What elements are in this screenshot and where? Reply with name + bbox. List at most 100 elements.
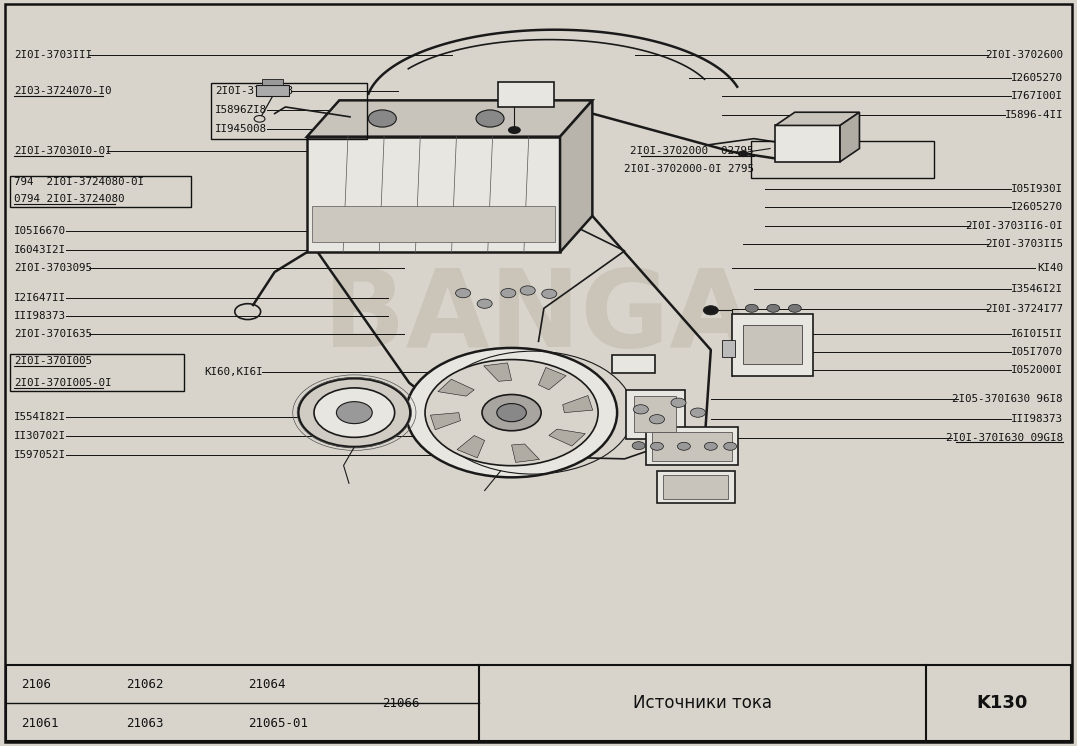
Circle shape: [298, 378, 410, 447]
Text: I6043I2I: I6043I2I: [14, 245, 66, 254]
Circle shape: [767, 304, 780, 313]
Polygon shape: [307, 101, 592, 137]
Text: I5896-4II: I5896-4II: [1005, 110, 1063, 120]
Text: I6I0I5II: I6I0I5II: [1011, 329, 1063, 339]
Text: 2I0I-3702000  02795: 2I0I-3702000 02795: [630, 146, 754, 156]
Bar: [732, 313, 813, 376]
Text: 21066: 21066: [382, 697, 420, 709]
Bar: [312, 206, 555, 242]
Text: 21065-01: 21065-01: [248, 717, 308, 730]
Circle shape: [632, 442, 645, 450]
Text: II945008: II945008: [215, 124, 267, 134]
Text: I05I7070: I05I7070: [1011, 347, 1063, 357]
Circle shape: [654, 442, 667, 450]
Text: 21064: 21064: [248, 677, 285, 691]
Circle shape: [671, 398, 686, 407]
Circle shape: [425, 360, 598, 466]
Bar: [634, 396, 676, 433]
Bar: [256, 85, 289, 95]
Text: I05I6670: I05I6670: [14, 226, 66, 236]
Circle shape: [501, 289, 516, 298]
Circle shape: [508, 126, 521, 134]
Bar: [663, 475, 728, 499]
Circle shape: [406, 348, 617, 477]
Polygon shape: [549, 429, 585, 446]
Text: 2I0I-370I005-0I: 2I0I-370I005-0I: [14, 378, 112, 388]
Circle shape: [520, 286, 535, 295]
Bar: [626, 389, 685, 439]
Circle shape: [690, 408, 705, 417]
Circle shape: [542, 289, 557, 298]
Text: 2I0I-3702000-0I 2795: 2I0I-3702000-0I 2795: [624, 164, 754, 174]
Text: I05I930I: I05I930I: [1011, 184, 1063, 194]
Circle shape: [314, 388, 394, 437]
Bar: [646, 427, 738, 466]
Text: I2605270: I2605270: [1011, 202, 1063, 213]
Circle shape: [704, 442, 717, 451]
Bar: [722, 340, 735, 357]
Circle shape: [633, 405, 648, 414]
Text: 2I0I-3702600: 2I0I-3702600: [985, 51, 1063, 60]
Circle shape: [336, 401, 373, 424]
Text: I052000I: I052000I: [1011, 365, 1063, 374]
Bar: [211, 83, 367, 139]
Bar: [751, 141, 934, 178]
Bar: [307, 137, 560, 252]
Circle shape: [368, 110, 396, 127]
Text: KI40: KI40: [1037, 263, 1063, 273]
Circle shape: [496, 404, 527, 421]
Polygon shape: [562, 395, 592, 413]
Circle shape: [738, 151, 749, 157]
Text: 21061: 21061: [22, 717, 59, 730]
Circle shape: [724, 442, 737, 451]
Circle shape: [651, 442, 663, 451]
Circle shape: [477, 299, 492, 308]
Text: 2I0I-3703III: 2I0I-3703III: [14, 51, 92, 60]
Text: 2I0I-370I005: 2I0I-370I005: [14, 356, 92, 366]
Bar: [612, 354, 655, 373]
Text: KI60,KI6I: KI60,KI6I: [205, 367, 263, 377]
Text: 2I0I-3703095: 2I0I-3703095: [14, 263, 92, 273]
Text: 21062: 21062: [126, 677, 164, 691]
Text: III98373: III98373: [1011, 413, 1063, 424]
Text: I5896ZI8: I5896ZI8: [215, 105, 267, 115]
Circle shape: [788, 304, 801, 313]
Bar: [10, 354, 184, 391]
Text: 2I0I-3703II5: 2I0I-3703II5: [985, 239, 1063, 249]
Text: III98373: III98373: [14, 311, 66, 322]
Polygon shape: [457, 436, 485, 458]
Polygon shape: [431, 413, 461, 430]
Text: 2I0I-370I635: 2I0I-370I635: [14, 329, 92, 339]
Circle shape: [703, 306, 718, 315]
Bar: [6, 665, 1071, 741]
Circle shape: [745, 304, 758, 313]
Text: I597052I: I597052I: [14, 450, 66, 460]
Text: I2I647II: I2I647II: [14, 292, 66, 303]
Text: 2I03-3724070-I0: 2I03-3724070-I0: [14, 86, 112, 96]
Bar: [10, 175, 191, 207]
Text: 2I0I-370I630 09GI8: 2I0I-370I630 09GI8: [946, 433, 1063, 442]
Text: 2106: 2106: [22, 677, 52, 691]
Polygon shape: [512, 444, 540, 463]
Bar: [775, 125, 840, 162]
Text: I554I82I: I554I82I: [14, 413, 66, 422]
Text: 794  2I0I-3724080-0I: 794 2I0I-3724080-0I: [14, 177, 144, 186]
Text: II30702I: II30702I: [14, 431, 66, 442]
Text: 0794 2I0I-3724080: 0794 2I0I-3724080: [14, 195, 125, 204]
Circle shape: [649, 415, 665, 424]
Text: I767I00I: I767I00I: [1011, 92, 1063, 101]
Bar: [657, 471, 735, 503]
Circle shape: [673, 442, 686, 450]
Text: 2I0I-3724I77: 2I0I-3724I77: [985, 304, 1063, 314]
Text: 2I0I-37030I0-0I: 2I0I-37030I0-0I: [14, 146, 112, 156]
Polygon shape: [438, 379, 474, 396]
Text: Источники тока: Источники тока: [632, 694, 772, 712]
Polygon shape: [840, 112, 859, 162]
Circle shape: [456, 289, 471, 298]
Circle shape: [482, 395, 541, 430]
Text: 21063: 21063: [126, 717, 164, 730]
Bar: [262, 78, 283, 85]
Text: I3546I2I: I3546I2I: [1011, 284, 1063, 294]
Text: 2I05-370I630 96I8: 2I05-370I630 96I8: [952, 394, 1063, 404]
Bar: [498, 82, 554, 107]
